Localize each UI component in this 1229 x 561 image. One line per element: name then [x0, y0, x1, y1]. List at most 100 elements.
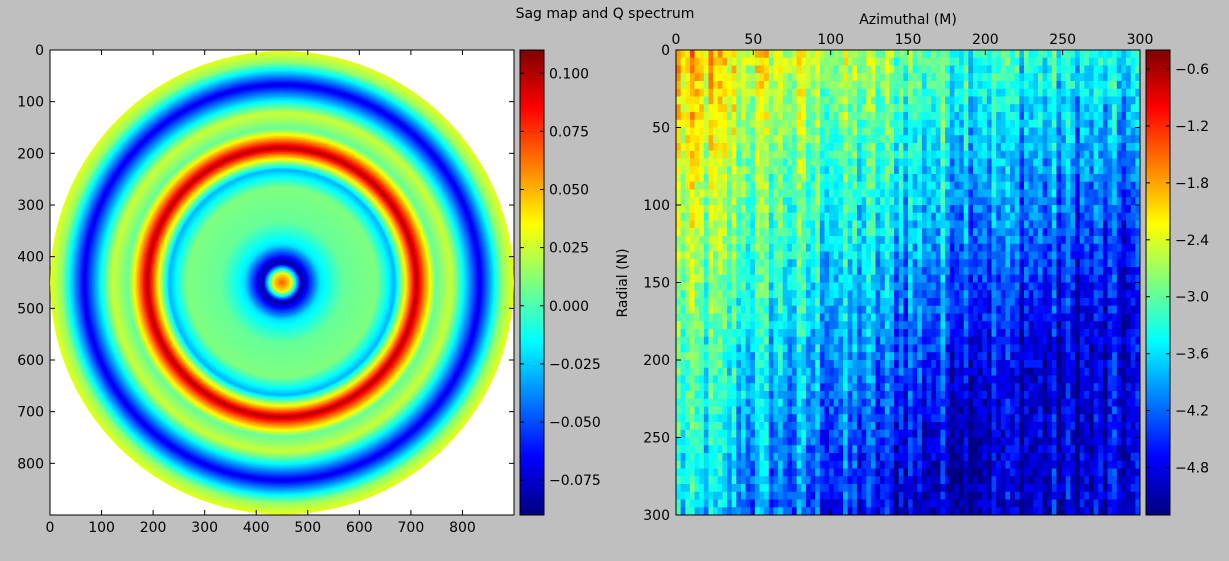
q-spectrum-cell	[754, 414, 760, 423]
q-spectrum-cell	[689, 104, 695, 113]
q-spectrum-cell	[801, 119, 807, 128]
q-spectrum-cell	[903, 96, 909, 105]
q-spectrum-cell	[713, 398, 719, 407]
q-spectrum-cell	[727, 360, 733, 369]
q-spectrum-cell	[680, 367, 686, 376]
q-spectrum-cell	[977, 228, 983, 237]
q-spectrum-cell	[833, 143, 839, 152]
q-spectrum-cell	[884, 174, 890, 183]
q-spectrum-cell	[750, 367, 756, 376]
q-spectrum-cell	[1135, 166, 1141, 175]
q-spectrum-cell	[972, 50, 978, 59]
q-spectrum-cell	[1088, 228, 1094, 237]
q-spectrum-cell	[1135, 158, 1141, 167]
q-spectrum-cell	[717, 336, 723, 345]
q-spectrum-cell	[1010, 352, 1016, 361]
q-spectrum-cell	[1061, 360, 1067, 369]
q-spectrum-cell	[773, 375, 779, 384]
q-spectrum-cell	[894, 267, 900, 276]
q-spectrum-cell	[810, 57, 816, 66]
q-spectrum-cell	[935, 313, 941, 322]
q-spectrum-cell	[1019, 65, 1025, 74]
q-spectrum-cell	[764, 251, 770, 260]
q-spectrum-cell	[731, 267, 737, 276]
q-spectrum-cell	[935, 398, 941, 407]
q-spectrum-cell	[829, 360, 835, 369]
q-spectrum-cell	[676, 290, 682, 299]
q-spectrum-cell	[1102, 181, 1108, 190]
q-spectrum-cell	[889, 321, 895, 330]
q-spectrum-cell	[866, 367, 872, 376]
q-spectrum-cell	[1126, 251, 1132, 260]
q-spectrum-cell	[856, 414, 862, 423]
q-spectrum-cell	[1014, 228, 1020, 237]
q-spectrum-cell	[996, 383, 1002, 392]
q-spectrum-cell	[754, 305, 760, 314]
q-spectrum-cell	[1112, 150, 1118, 159]
q-spectrum-cell	[713, 143, 719, 152]
q-spectrum-cell	[1005, 104, 1011, 113]
q-spectrum-cell	[782, 236, 788, 245]
q-spectrum-cell	[805, 50, 811, 59]
q-spectrum-cell	[754, 73, 760, 82]
q-spectrum-cell	[810, 135, 816, 144]
q-spectrum-cell	[921, 259, 927, 268]
q-spectrum-cell	[1051, 181, 1057, 190]
q-spectrum-cell	[1070, 329, 1076, 338]
q-spectrum-cell	[680, 329, 686, 338]
q-spectrum-cell	[889, 50, 895, 59]
q-spectrum-cell	[778, 73, 784, 82]
q-spectrum-cell	[782, 150, 788, 159]
q-spectrum-cell	[824, 305, 830, 314]
q-spectrum-cell	[824, 112, 830, 121]
q-spectrum-cell	[1088, 383, 1094, 392]
q-spectrum-cell	[959, 65, 965, 74]
q-spectrum-cell	[773, 360, 779, 369]
q-spectrum-cell	[1024, 205, 1030, 214]
q-spectrum-cell	[792, 143, 798, 152]
q-spectrum-cell	[736, 189, 742, 198]
q-spectrum-cell	[1014, 143, 1020, 152]
q-spectrum-cell	[986, 398, 992, 407]
q-spectrum-cell	[945, 65, 951, 74]
q-spectrum-cell	[856, 352, 862, 361]
q-spectrum-cell	[986, 391, 992, 400]
q-spectrum-cell	[754, 119, 760, 128]
q-spectrum-cell	[843, 336, 849, 345]
q-spectrum-cell	[1121, 166, 1127, 175]
q-spectrum-cell	[945, 298, 951, 307]
q-spectrum-cell	[903, 406, 909, 415]
q-spectrum-cell	[1121, 383, 1127, 392]
q-spectrum-cell	[880, 290, 886, 299]
q-spectrum-cell	[977, 329, 983, 338]
q-spectrum-cell	[1126, 236, 1132, 245]
q-spectrum-cell	[694, 406, 700, 415]
q-spectrum-cell	[727, 205, 733, 214]
q-spectrum-cell	[861, 135, 867, 144]
q-spectrum-cell	[880, 143, 886, 152]
q-spectrum-cell	[972, 205, 978, 214]
q-spectrum-cell	[856, 65, 862, 74]
q-spectrum-cell	[996, 212, 1002, 221]
q-spectrum-cell	[745, 112, 751, 121]
q-spectrum-cell	[954, 243, 960, 252]
q-spectrum-cell	[843, 305, 849, 314]
q-spectrum-cell	[898, 290, 904, 299]
q-spectrum-cell	[1061, 375, 1067, 384]
q-spectrum-cell	[708, 259, 714, 268]
q-spectrum-cell	[880, 189, 886, 198]
q-spectrum-cell	[717, 205, 723, 214]
q-spectrum-cell	[731, 220, 737, 229]
q-spectrum-cell	[1065, 391, 1071, 400]
q-spectrum-cell	[843, 360, 849, 369]
q-spectrum-cell	[921, 104, 927, 113]
q-spectrum-cell	[1112, 344, 1118, 353]
q-spectrum-cell	[727, 305, 733, 314]
q-spectrum-cell	[1088, 81, 1094, 90]
q-spectrum-cell	[1065, 174, 1071, 183]
q-spectrum-cell	[694, 352, 700, 361]
q-spectrum-cell	[680, 166, 686, 175]
q-spectrum-cell	[1107, 298, 1113, 307]
q-spectrum-cell	[1047, 282, 1053, 291]
q-spectrum-cell	[1065, 282, 1071, 291]
